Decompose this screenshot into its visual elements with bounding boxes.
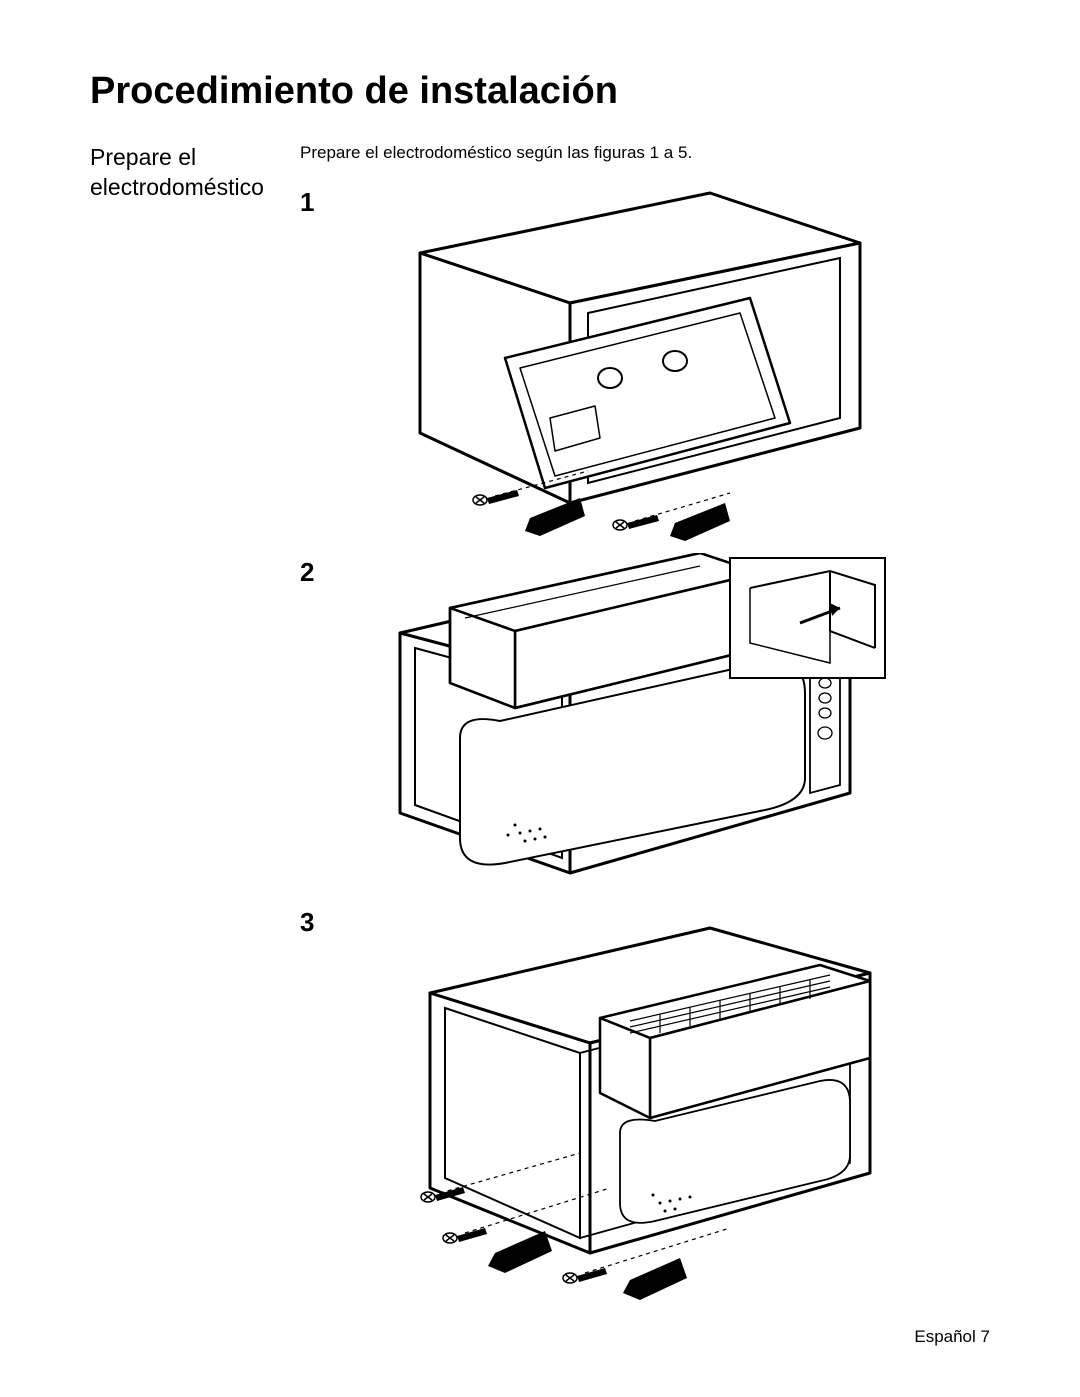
figure-3: 3 (300, 903, 990, 1303)
page-title: Procedimiento de instalación (90, 70, 990, 113)
footer-page-number: 7 (981, 1327, 990, 1346)
figure-1: 1 (300, 183, 990, 543)
intro-text: Prepare el electrodoméstico según las fi… (300, 143, 990, 163)
figure-number: 3 (300, 903, 330, 938)
section-body: Prepare el electrodoméstico según las fi… (300, 143, 990, 1313)
figures-container: 1 (300, 183, 990, 1303)
footer-language: Español (914, 1327, 975, 1346)
figure-2-diagram (330, 553, 990, 893)
figure-number: 1 (300, 183, 330, 218)
document-page: Procedimiento de instalación Prepare el … (0, 0, 1080, 1397)
figure-2: 2 (300, 553, 990, 893)
section-heading: Prepare el electrodoméstico (90, 143, 300, 203)
figure-1-diagram (330, 183, 990, 543)
content-row: Prepare el electrodoméstico Prepare el e… (90, 143, 990, 1313)
page-footer: Español 7 (914, 1327, 990, 1347)
figure-number: 2 (300, 553, 330, 588)
figure-3-diagram (330, 903, 990, 1303)
